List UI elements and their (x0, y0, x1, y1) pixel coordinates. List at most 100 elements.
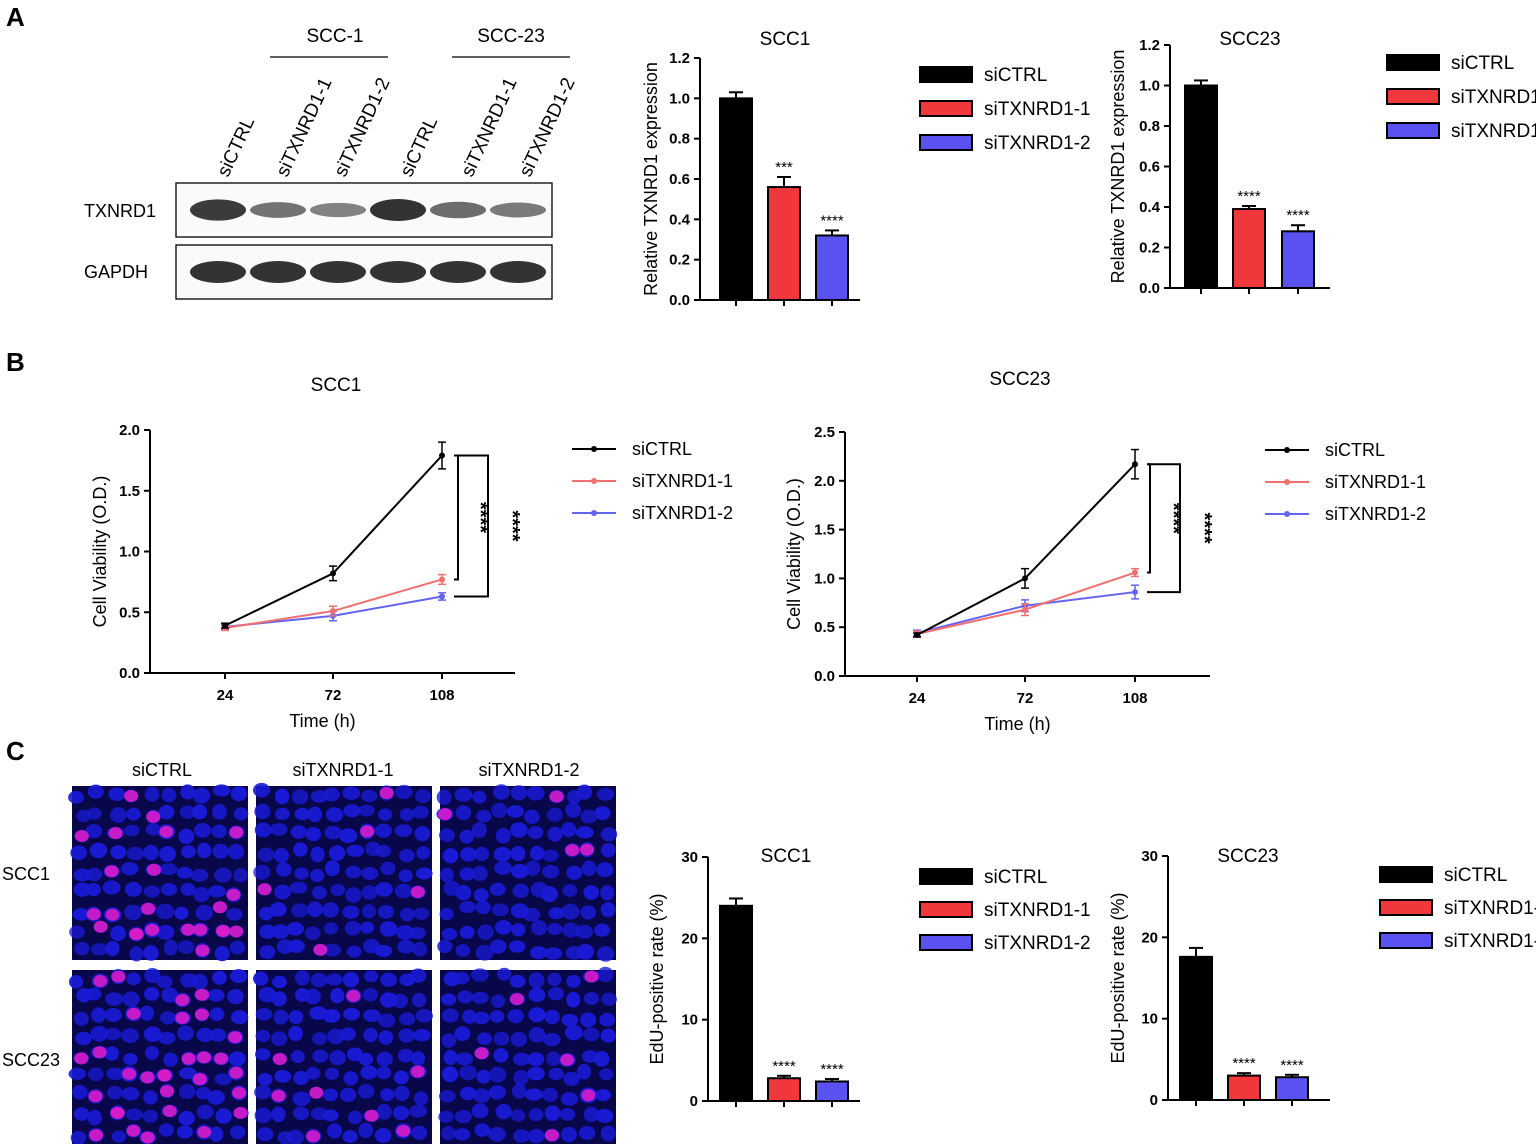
nucleus (233, 868, 248, 883)
nucleus (274, 807, 290, 821)
x-tick-label: 24 (217, 687, 234, 704)
nucleus (583, 992, 600, 1005)
legend-swatch (1379, 866, 1433, 883)
nucleus (110, 845, 127, 860)
data-point (330, 608, 336, 615)
nucleus (196, 1027, 215, 1042)
nucleus (75, 1031, 92, 1046)
data-point (1022, 575, 1028, 582)
edu-positive-nucleus (228, 1031, 243, 1044)
legend-marker (591, 478, 597, 484)
blot-lane-label: siTXNRD1-2 (330, 75, 394, 181)
nucleus (493, 784, 510, 800)
nucleus (344, 920, 361, 936)
nucleus (325, 807, 344, 822)
data-point (330, 570, 336, 577)
legend-swatch (919, 100, 973, 117)
nucleus (524, 809, 540, 825)
x-tick-label: 72 (325, 687, 342, 704)
significance-label: **** (1237, 188, 1261, 205)
micrograph-grid (68, 782, 618, 1144)
nucleus (491, 802, 508, 818)
nucleus (596, 862, 614, 878)
nucleus (411, 1051, 426, 1066)
blot-band (370, 199, 426, 221)
nucleus (312, 1032, 328, 1046)
blot-band (430, 201, 486, 219)
nucleus (409, 1104, 428, 1118)
nucleus (177, 940, 195, 954)
nucleus (575, 924, 594, 939)
nucleus (73, 1011, 89, 1026)
nucleus (454, 787, 473, 802)
nucleus (495, 1103, 512, 1120)
edu-positive-nucleus (306, 1130, 321, 1143)
legend-marker (591, 510, 597, 516)
nucleus (159, 846, 177, 862)
nucleus (347, 1110, 363, 1125)
nucleus (559, 1107, 575, 1121)
nucleus (272, 975, 287, 989)
significance-label: **** (820, 212, 844, 229)
nucleus (196, 842, 212, 859)
nucleus (85, 987, 102, 1001)
significance-bracket (454, 454, 489, 598)
chart-b_scc1: SCC1 0.0 0.5 1.0 1.5 2.0 Cell Viability (O.D.)… (90, 375, 733, 731)
legend-label: siTXNRD1-2 (632, 503, 733, 523)
edu-positive-nucleus (360, 825, 375, 838)
nucleus (212, 804, 227, 820)
edu-positive-nucleus (549, 790, 564, 803)
nucleus (511, 923, 526, 937)
significance-label: **** (820, 1061, 844, 1078)
edu-positive-nucleus (105, 908, 120, 921)
micrograph-tile (253, 968, 433, 1144)
nucleus (345, 865, 362, 879)
nucleus (178, 828, 195, 845)
nucleus (105, 992, 124, 1006)
nucleus (565, 802, 582, 818)
nucleus (214, 867, 232, 883)
micrograph-column-label: siTXNRD1-1 (292, 760, 393, 780)
edu-positive-nucleus (110, 1106, 125, 1119)
nucleus (287, 939, 305, 953)
edu-positive-nucleus (195, 944, 210, 957)
panel-label-c: C (6, 736, 25, 766)
y-tick-label: 1.0 (119, 544, 140, 561)
nucleus (524, 1088, 543, 1101)
nucleus (392, 993, 409, 1009)
nucleus (509, 974, 526, 988)
nucleus (595, 1089, 612, 1102)
edu-positive-nucleus (162, 1105, 177, 1118)
y-axis-label: Relative TXNRD1 expression (641, 62, 661, 296)
nucleus (72, 1084, 88, 1100)
nucleus (90, 1026, 108, 1042)
nucleus (544, 947, 563, 960)
nucleus (528, 987, 546, 1003)
legend-marker (591, 446, 597, 452)
nucleus (412, 941, 428, 957)
nucleus (176, 866, 193, 879)
nucleus (327, 1123, 343, 1139)
nucleus (380, 992, 398, 1008)
nucleus (488, 1085, 506, 1100)
nucleus (330, 988, 345, 1004)
edu-positive-nucleus (364, 1109, 379, 1122)
y-tick-label: 0.0 (1139, 280, 1160, 297)
micrograph-column-label: siCTRL (132, 760, 192, 780)
nucleus (454, 1110, 472, 1124)
nucleus (156, 924, 175, 940)
nucleus (143, 1090, 158, 1105)
nucleus (596, 946, 615, 962)
edu-positive-nucleus (579, 843, 594, 856)
nucleus (307, 901, 323, 918)
nucleus (104, 1046, 120, 1061)
blot-lane-label: siTXNRD1-2 (515, 75, 579, 181)
significance-bracket (1147, 463, 1151, 574)
nucleus (158, 1123, 174, 1137)
nucleus (324, 1067, 340, 1080)
nucleus (599, 1012, 616, 1027)
micrograph-row-label: SCC23 (2, 1050, 60, 1070)
nucleus (489, 882, 506, 896)
nucleus (439, 828, 455, 842)
edu-positive-nucleus (229, 826, 244, 839)
